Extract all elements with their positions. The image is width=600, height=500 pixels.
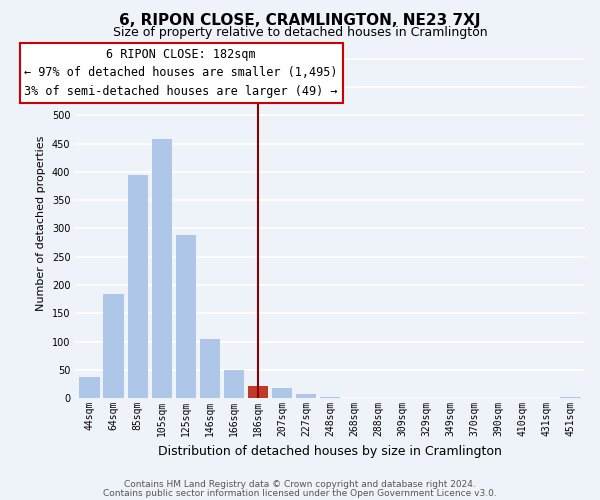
Text: Size of property relative to detached houses in Cramlington: Size of property relative to detached ho… bbox=[113, 26, 487, 39]
Y-axis label: Number of detached properties: Number of detached properties bbox=[36, 135, 46, 310]
Bar bbox=[79, 377, 100, 398]
Bar bbox=[560, 397, 581, 398]
Bar bbox=[320, 397, 340, 398]
Bar bbox=[248, 386, 268, 398]
Bar bbox=[152, 139, 172, 398]
Bar bbox=[224, 370, 244, 398]
Text: Contains public sector information licensed under the Open Government Licence v3: Contains public sector information licen… bbox=[103, 488, 497, 498]
Bar bbox=[128, 174, 148, 398]
Bar bbox=[176, 234, 196, 398]
Bar bbox=[272, 388, 292, 398]
Text: 6, RIPON CLOSE, CRAMLINGTON, NE23 7XJ: 6, RIPON CLOSE, CRAMLINGTON, NE23 7XJ bbox=[119, 12, 481, 28]
X-axis label: Distribution of detached houses by size in Cramlington: Distribution of detached houses by size … bbox=[158, 444, 502, 458]
Text: Contains HM Land Registry data © Crown copyright and database right 2024.: Contains HM Land Registry data © Crown c… bbox=[124, 480, 476, 489]
Text: 6 RIPON CLOSE: 182sqm
← 97% of detached houses are smaller (1,495)
3% of semi-de: 6 RIPON CLOSE: 182sqm ← 97% of detached … bbox=[24, 48, 338, 98]
Bar bbox=[200, 339, 220, 398]
Bar bbox=[296, 394, 316, 398]
Bar bbox=[103, 294, 124, 398]
